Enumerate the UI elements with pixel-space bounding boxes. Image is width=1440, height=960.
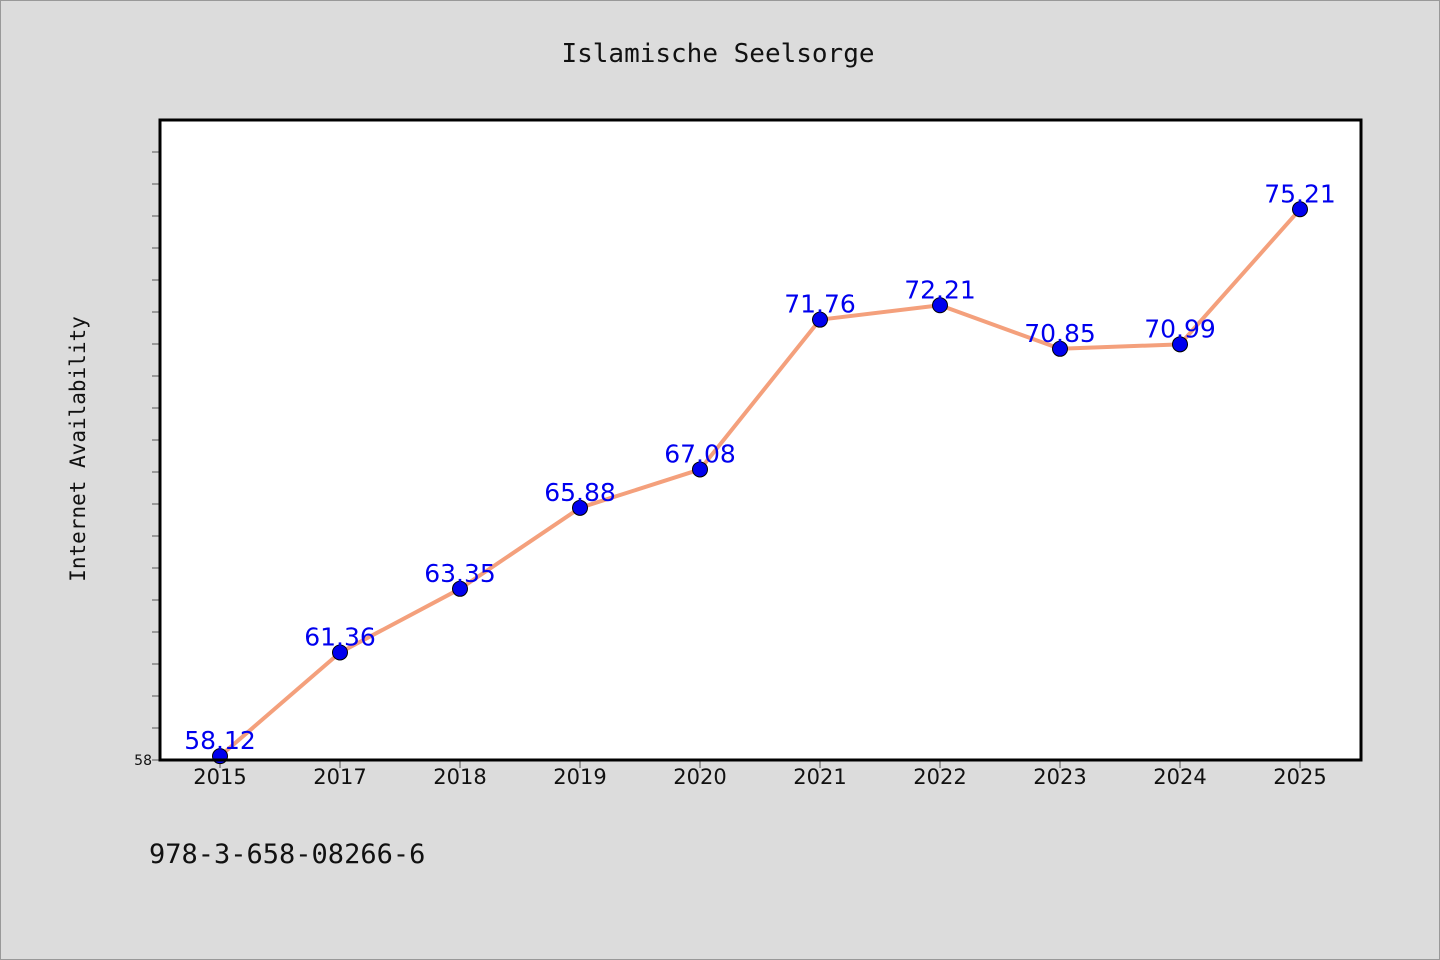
data-label: 58.12: [184, 726, 256, 755]
x-tick-label: 2015: [193, 765, 246, 789]
y-tick-label: 58: [134, 753, 152, 769]
data-label: 70.85: [1024, 319, 1096, 348]
x-tick-label: 2019: [553, 765, 606, 789]
isbn-footer: 978-3-658-08266-6: [149, 839, 425, 870]
plot-area: [160, 120, 1361, 760]
data-label: 65.88: [544, 478, 616, 507]
data-label: 75.21: [1264, 179, 1336, 208]
x-tick-label: 2021: [793, 765, 846, 789]
chart-title: Islamische Seelsorge: [561, 39, 874, 69]
data-point: [572, 499, 588, 516]
data-point: [1172, 336, 1188, 353]
data-point: [932, 297, 948, 314]
data-label: 70.99: [1144, 314, 1216, 343]
x-tick-label: 2017: [313, 765, 366, 789]
x-tick-label: 2020: [673, 765, 726, 789]
y-axis-ticks: 58: [134, 151, 160, 769]
data-label: 71.76: [784, 290, 856, 319]
x-tick-label: 2025: [1273, 765, 1326, 789]
data-point: [812, 311, 828, 328]
data-point: [332, 644, 348, 661]
data-point: [1292, 201, 1308, 218]
x-tick-label: 2024: [1153, 765, 1206, 789]
x-axis-ticks: 2015 2017 2018 2019 2020 2021 2022 2023 2024 2025: [193, 760, 1327, 789]
data-markers: [212, 201, 1308, 765]
x-tick-label: 2018: [433, 765, 486, 789]
data-point: [1052, 340, 1068, 357]
data-label: 61.36: [304, 622, 376, 651]
data-label: 67.08: [664, 439, 736, 468]
series-line: [218, 207, 1302, 759]
y-axis-label: Internet Availability: [66, 316, 90, 582]
data-label: 72.21: [904, 275, 976, 304]
data-point: [452, 580, 468, 597]
plot-frame: [158, 118, 1363, 762]
data-labels: 58.12 61.36 63.35 65.88 67.08 71.76 72.21 70.85…: [184, 179, 1336, 755]
x-tick-label: 2023: [1033, 765, 1086, 789]
data-point: [692, 461, 708, 478]
series-line-group: [218, 207, 1302, 759]
data-label: 63.35: [424, 559, 496, 588]
x-tick-label: 2022: [913, 765, 966, 789]
